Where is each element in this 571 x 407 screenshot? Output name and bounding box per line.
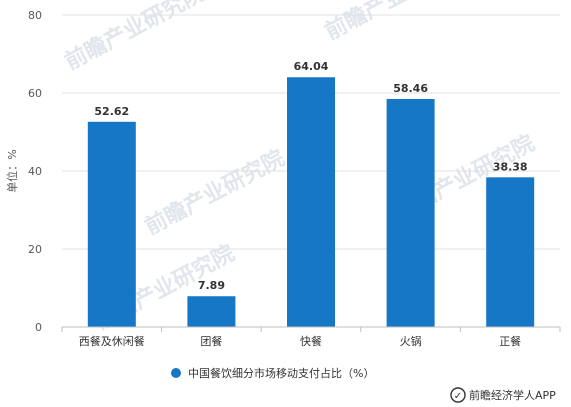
y-tick-label: 40 xyxy=(28,165,42,178)
bar xyxy=(187,296,236,327)
x-tick-label: 团餐 xyxy=(200,334,222,348)
brand-logo-icon xyxy=(450,387,466,403)
y-tick-label: 20 xyxy=(28,243,42,256)
y-axis-ticks: 0 20 40 60 80 xyxy=(28,9,42,334)
legend-marker xyxy=(171,368,181,378)
source-credit: ✓ 前瞻经济学人APP xyxy=(450,387,556,403)
y-axis-title: 单位：% xyxy=(5,149,19,192)
source-label: 前瞻经济学人APP xyxy=(469,388,556,402)
watermark-text: 前瞻产业研究院 xyxy=(321,0,469,45)
data-label: 64.04 xyxy=(294,60,329,73)
bar-series xyxy=(87,77,535,327)
y-tick-label: 60 xyxy=(28,87,42,100)
data-label: 7.89 xyxy=(198,279,225,292)
legend: 中国餐饮细分市场移动支付占比（%） xyxy=(171,366,374,380)
y-tick-label: 0 xyxy=(35,321,42,334)
y-tick-label: 80 xyxy=(28,9,42,22)
bar xyxy=(486,177,535,327)
brand-logo-glyph: ✓ xyxy=(454,391,462,402)
bar xyxy=(87,121,136,327)
legend-label: 中国餐饮细分市场移动支付占比（%） xyxy=(188,366,374,380)
x-axis-categories: 西餐及休闲餐 团餐 快餐 火锅 正餐 xyxy=(61,327,561,348)
x-tick-label: 西餐及休闲餐 xyxy=(79,334,145,348)
data-label: 58.46 xyxy=(393,82,428,95)
watermark-text: 前瞻产业研究院 xyxy=(141,145,289,240)
data-labels: 52.62 7.89 64.04 58.46 38.38 xyxy=(94,60,527,292)
watermark-text: 前瞻产业研究院 xyxy=(61,0,209,75)
bar xyxy=(386,99,435,327)
x-tick-label: 正餐 xyxy=(499,334,521,348)
x-tick-label: 快餐 xyxy=(300,334,322,348)
bar xyxy=(287,77,335,327)
data-label: 38.38 xyxy=(493,160,528,173)
x-tick-label: 火锅 xyxy=(400,335,422,348)
data-label: 52.62 xyxy=(94,105,129,118)
